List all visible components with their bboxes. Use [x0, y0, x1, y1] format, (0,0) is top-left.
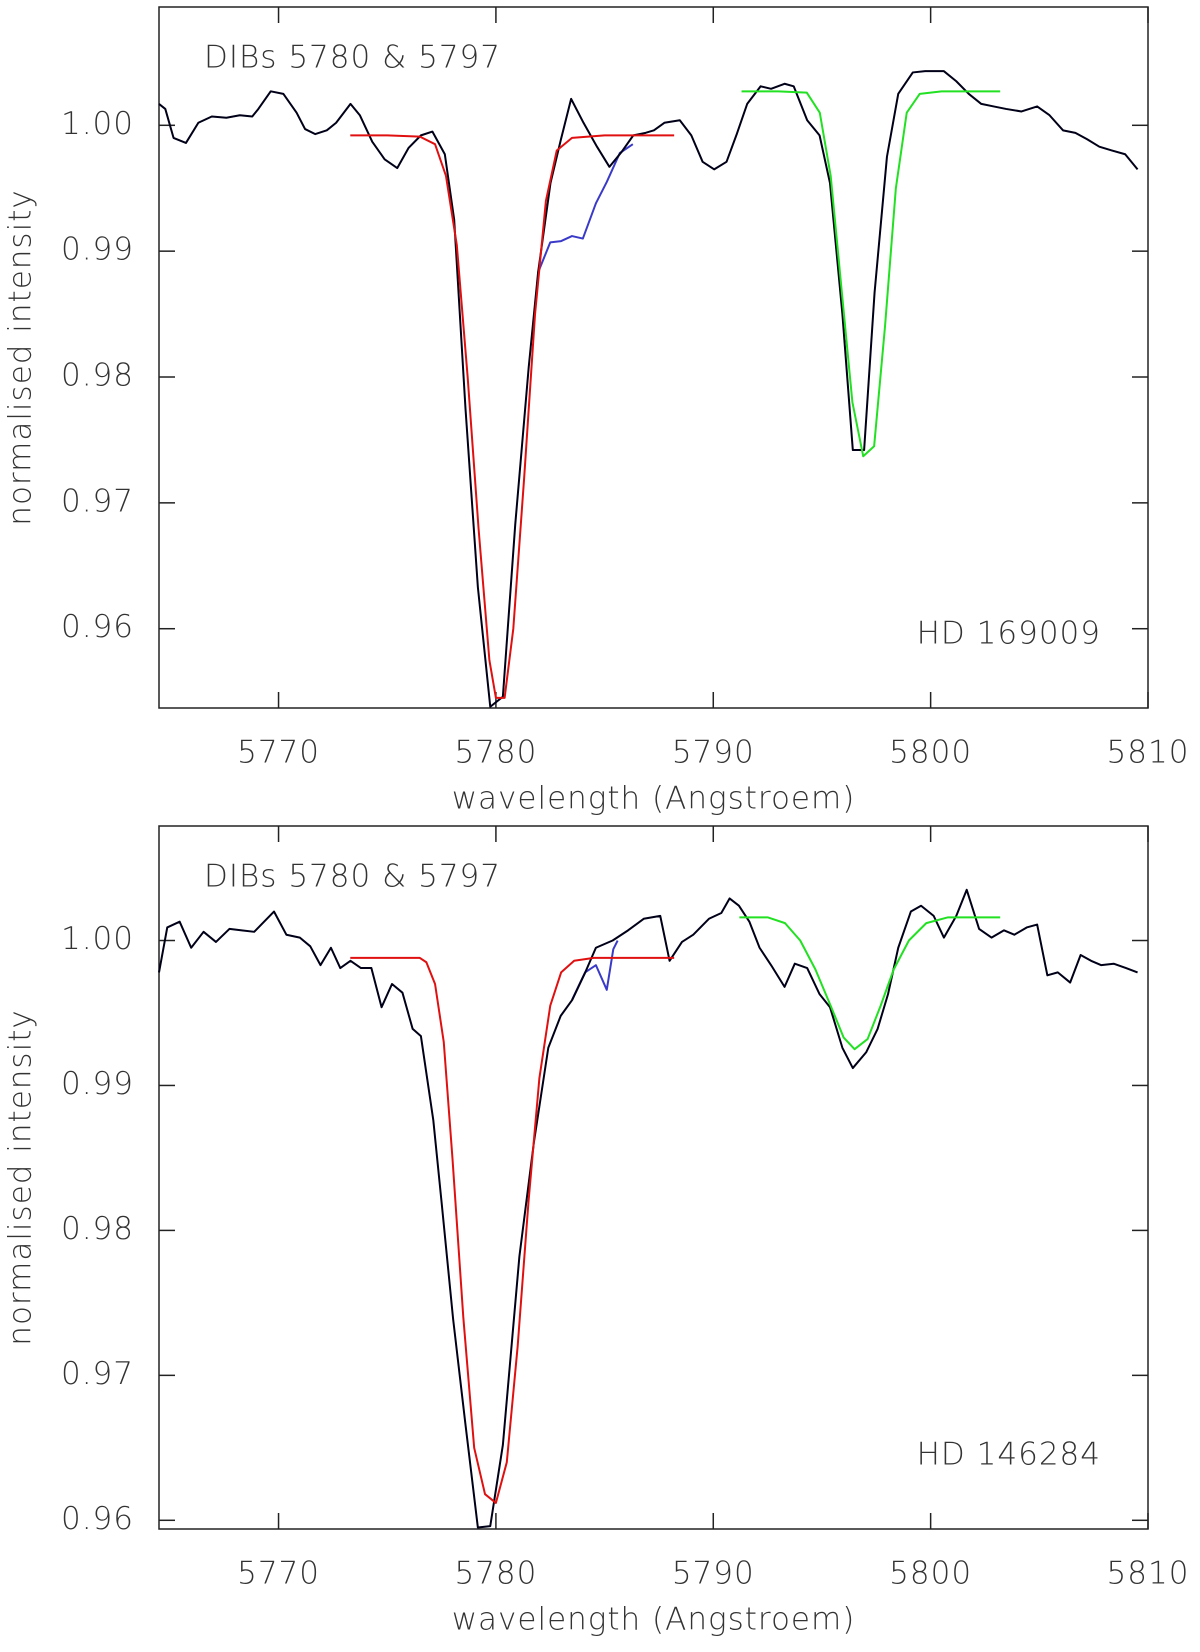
x-tick-label: 5800	[889, 1556, 972, 1592]
spectrum-line	[158, 888, 1138, 1529]
y-tick-label: 1.00	[61, 106, 134, 142]
x-axis-label: wavelength (Angstroem)	[452, 781, 856, 817]
x-tick-label: 5770	[237, 1556, 320, 1592]
x-axis-label: wavelength (Angstroem)	[452, 1602, 856, 1638]
panel-title: DIBs 5780 & 5797	[204, 859, 501, 895]
y-tick-label: 0.98	[61, 1211, 134, 1247]
x-tick-label: 5790	[672, 735, 755, 771]
y-tick-label: 0.96	[61, 1501, 134, 1537]
y-tick-label: 0.97	[61, 483, 134, 519]
y-tick-label: 0.99	[61, 232, 134, 268]
x-tick-label: 5780	[454, 1556, 537, 1592]
star-name: HD 146284	[917, 1437, 1101, 1473]
x-tick-label: 5800	[889, 735, 972, 771]
panel-title: DIBs 5780 & 5797	[204, 40, 501, 76]
star-name: HD 169009	[917, 616, 1101, 652]
x-tick-label: 5790	[672, 1556, 755, 1592]
x-tick-label: 5810	[1107, 735, 1190, 771]
y-tick-label: 1.00	[61, 921, 134, 957]
x-tick-label: 5810	[1107, 1556, 1190, 1592]
y-axis-label: normalised intensity	[3, 1009, 39, 1345]
y-tick-label: 0.99	[61, 1066, 134, 1102]
plot-frame	[158, 6, 1149, 709]
y-tick-label: 0.98	[61, 358, 134, 394]
spectrum-line	[350, 956, 675, 1504]
y-tick-label: 0.96	[61, 609, 134, 645]
x-tick-label: 5770	[237, 735, 320, 771]
spectrum-line	[739, 916, 1001, 1051]
y-axis-label: normalised intensity	[3, 189, 39, 525]
spectrum-line	[350, 134, 675, 699]
y-tick-label: 0.97	[61, 1356, 134, 1392]
x-tick-label: 5780	[454, 735, 537, 771]
plot-frame	[158, 825, 1149, 1530]
spectrum-line	[158, 70, 1139, 708]
spectrum-line	[537, 143, 634, 273]
spectrum-line	[741, 90, 1001, 458]
